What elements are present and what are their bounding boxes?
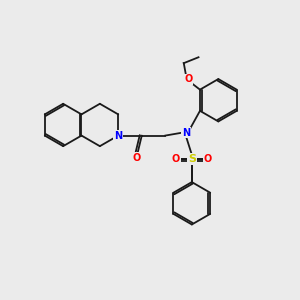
Text: S: S (188, 154, 196, 164)
Text: N: N (182, 128, 190, 138)
Text: O: O (132, 153, 141, 163)
Text: O: O (172, 154, 180, 164)
Text: N: N (114, 130, 122, 141)
Text: O: O (184, 74, 192, 84)
Text: O: O (204, 154, 212, 164)
